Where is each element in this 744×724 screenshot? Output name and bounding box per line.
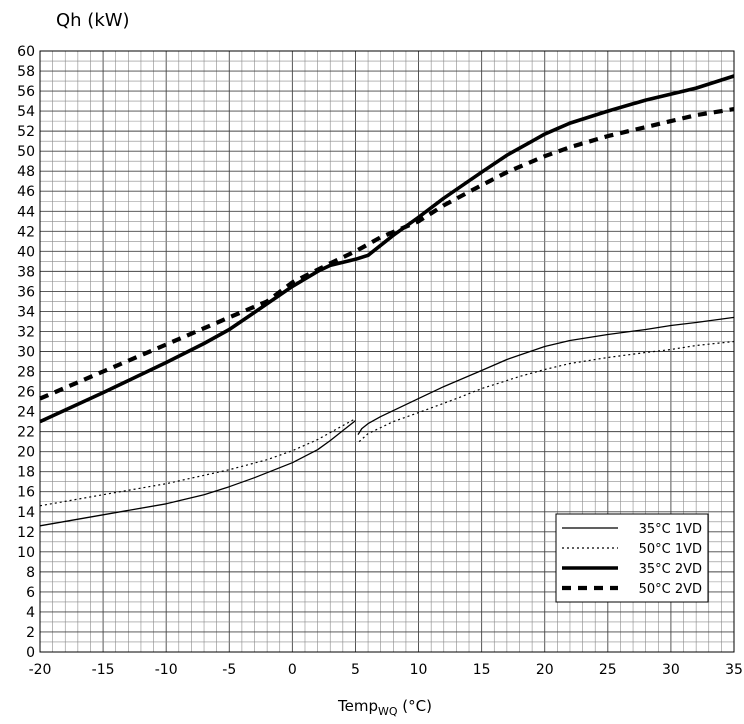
series-line-4 [39,107,735,401]
x-axis-label-subscript: WQ [378,705,398,718]
y-tick-label: 10 [17,545,35,561]
legend-entry-label: 50°C 1VD [639,542,702,557]
plot-border [39,50,735,653]
x-tick-label: 35 [725,662,743,678]
y-tick-label: 4 [26,605,35,621]
x-axis-label-main: Temp [337,697,378,715]
y-tick-label: 52 [17,124,35,140]
x-tick-label: 0 [288,662,297,678]
legend-entry-label: 35°C 1VD [639,522,702,537]
y-tick-label: 38 [17,264,35,280]
x-tick-label: -20 [29,662,52,678]
x-axis-label: TempWQ (°C) [337,697,432,718]
y-tick-label: 0 [26,645,35,661]
y-tick-label: 56 [17,84,35,100]
y-tick-label: 24 [17,405,35,421]
y-tick-label: 46 [17,184,35,200]
y-tick-label: 12 [17,525,35,541]
series-lines [39,74,735,527]
tick-labels: -20 -15 -10 -5 0 5 10 15 20 25 30 35024681012141618… [17,44,743,678]
x-tick-label: -15 [92,662,115,678]
y-tick-label: 36 [17,284,35,300]
y-tick-label: 44 [17,204,35,220]
y-tick-label: 14 [17,505,35,521]
y-tick-label: 42 [17,224,35,240]
y-tick-label: 26 [17,385,35,401]
y-tick-label: 22 [17,425,35,441]
y-tick-label: 58 [17,64,35,80]
x-tick-label: 10 [410,662,428,678]
y-tick-label: 48 [17,164,35,180]
y-tick-label: 32 [17,324,35,340]
series-line-2 [39,418,356,507]
series-line-1 [39,420,356,527]
x-tick-label: 25 [599,662,617,678]
x-tick-label: 5 [351,662,360,678]
x-tick-label: -5 [222,662,236,678]
y-tick-label: 6 [26,585,35,601]
x-axis-label-unit: (°C) [398,697,432,715]
legend-entry-label: 50°C 2VD [639,582,702,597]
y-tick-label: 50 [17,144,35,160]
y-tick-label: 2 [26,625,35,641]
y-tick-label: 18 [17,465,35,481]
x-tick-label: 30 [662,662,680,678]
legend-entry-label: 35°C 2VD [639,562,702,577]
x-tick-label: 20 [536,662,554,678]
y-tick-label: 16 [17,485,35,501]
series-line-3 [39,74,735,424]
y-tick-label: 8 [26,565,35,581]
y-tick-label: 54 [17,104,35,120]
y-axis-label: Qh (kW) [56,10,130,31]
x-tick-label: -10 [155,662,178,678]
y-tick-label: 28 [17,365,35,381]
y-tick-label: 20 [17,445,35,461]
legend: 35°C 1VD 50°C 1VD 35°C 2VD 50°C 2VD [555,513,709,603]
y-tick-label: 60 [17,44,35,60]
series-line-1 [357,316,735,435]
y-tick-label: 34 [17,304,35,320]
y-tick-label: 40 [17,244,35,260]
y-tick-label: 30 [17,345,35,361]
x-tick-label: 15 [473,662,491,678]
